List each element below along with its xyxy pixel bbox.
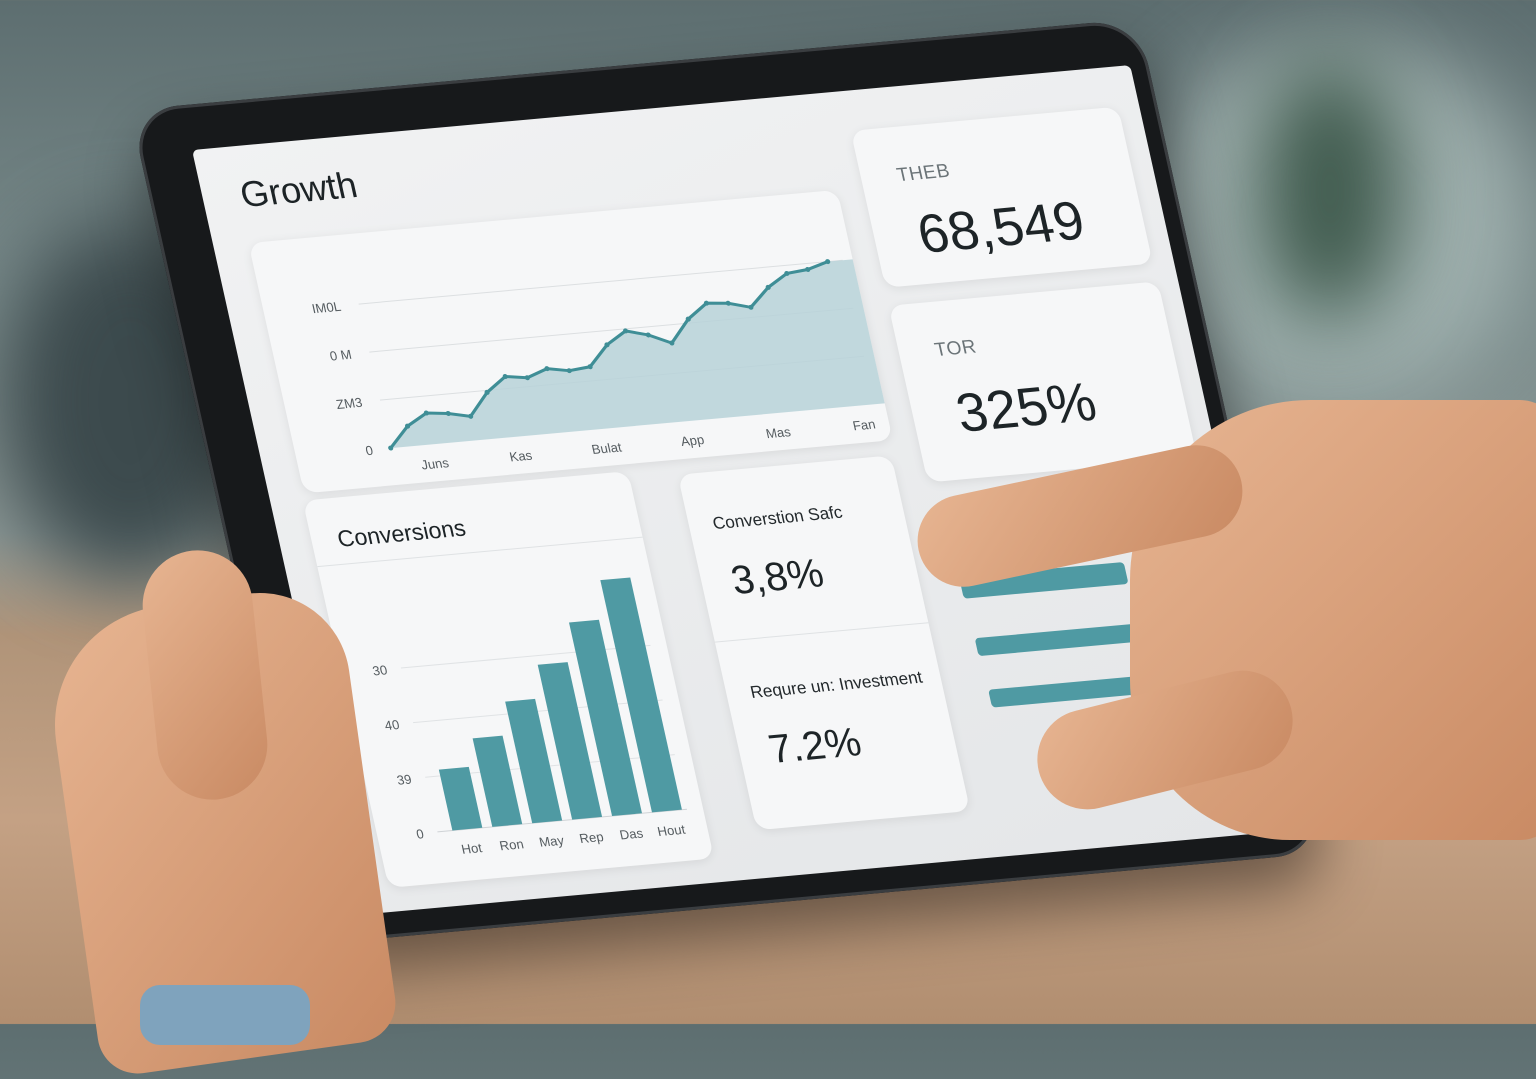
growth-point <box>484 389 490 395</box>
x-tick-label: Hout <box>656 822 687 839</box>
investment-label: Requre un: Investment <box>748 667 925 702</box>
gridline <box>358 259 843 305</box>
y-tick-label: IM0L <box>310 299 342 316</box>
y-tick-label: 0 <box>415 826 425 841</box>
kpi-label: THEB <box>894 160 953 187</box>
growth-point <box>445 410 451 416</box>
kpi-label: TOR <box>932 336 979 362</box>
x-tick-label: Juns <box>420 455 451 472</box>
conversion-rate-label: Converstion Safc <box>710 502 845 534</box>
growth-point <box>388 445 394 451</box>
x-tick-label: May <box>538 833 566 850</box>
kpi-value: 325% <box>950 371 1102 444</box>
growth-point <box>405 423 411 429</box>
bar <box>568 619 643 816</box>
growth-point <box>423 410 429 416</box>
growth-area-chart: 0 ZM3 0 M IM0L Juns Kas Bulat App Mas Fan <box>310 258 890 472</box>
conversion-rate-value: 3,8% <box>727 551 828 604</box>
kpi-value: 68,549 <box>911 190 1091 265</box>
kpi-card-tor: TOR 325% <box>888 281 1198 483</box>
y-tick-label: 0 <box>364 443 374 458</box>
growth-title: Growth <box>236 163 361 216</box>
left-sleeve <box>140 985 310 1045</box>
x-tick-label: App <box>679 432 705 449</box>
growth-point <box>685 316 691 322</box>
growth-point <box>524 375 530 381</box>
growth-point <box>784 270 790 276</box>
x-tick-label: Ron <box>498 836 525 853</box>
x-tick-label: Fan <box>851 417 877 434</box>
investment-value: 7.2% <box>764 719 866 772</box>
conversions-card: Conversions 0 39 40 30 Hot Ron May Rep Das Hout <box>302 471 715 888</box>
growth-point <box>645 332 651 338</box>
y-tick-label: 39 <box>395 772 413 788</box>
growth-point <box>544 366 550 372</box>
bar <box>472 735 523 827</box>
growth-point <box>825 259 831 265</box>
y-tick-label: 0 M <box>328 347 353 364</box>
growth-point <box>502 373 508 379</box>
card-divider <box>714 622 929 643</box>
growth-point <box>805 267 811 273</box>
conversions-title: Conversions <box>334 514 469 552</box>
bar <box>537 662 603 820</box>
growth-point <box>566 368 572 374</box>
x-tick-label: Kas <box>508 448 534 465</box>
growth-point <box>765 284 771 290</box>
y-tick-label: ZM3 <box>335 395 364 412</box>
y-tick-label: 30 <box>371 662 389 678</box>
x-tick-label: Rep <box>578 829 605 846</box>
x-tick-label: Bulat <box>590 440 623 457</box>
growth-point <box>604 342 610 348</box>
kpi-card-theb: THEB 68,549 <box>850 106 1153 288</box>
gridline <box>412 699 663 724</box>
growth-point <box>468 413 474 419</box>
conversions-bar-chart: 0 39 40 30 Hot Ron May Rep Das Hout <box>371 577 688 857</box>
x-tick-label: Mas <box>764 424 792 441</box>
growth-point <box>623 328 629 334</box>
growth-point <box>748 304 754 310</box>
tablet-screen: Growth 0 ZM3 0 M IM0L Juns Kas Bulat App Mas Fan … <box>192 65 1301 915</box>
x-tick-label: Hot <box>460 840 484 857</box>
bar <box>600 577 682 813</box>
background-plant <box>1260 60 1400 320</box>
growth-area <box>390 258 890 449</box>
growth-point <box>587 364 593 370</box>
growth-point <box>725 300 731 306</box>
growth-point <box>703 300 710 306</box>
bar <box>505 698 563 824</box>
bar <box>438 766 483 831</box>
growth-chart-card: 0 ZM3 0 M IM0L Juns Kas Bulat App Mas Fan <box>248 189 893 494</box>
growth-point <box>669 340 675 346</box>
gridline <box>400 644 651 669</box>
progress-bar-2 <box>974 623 1144 657</box>
y-tick-label: 40 <box>383 717 401 733</box>
x-tick-label: Das <box>618 826 645 843</box>
